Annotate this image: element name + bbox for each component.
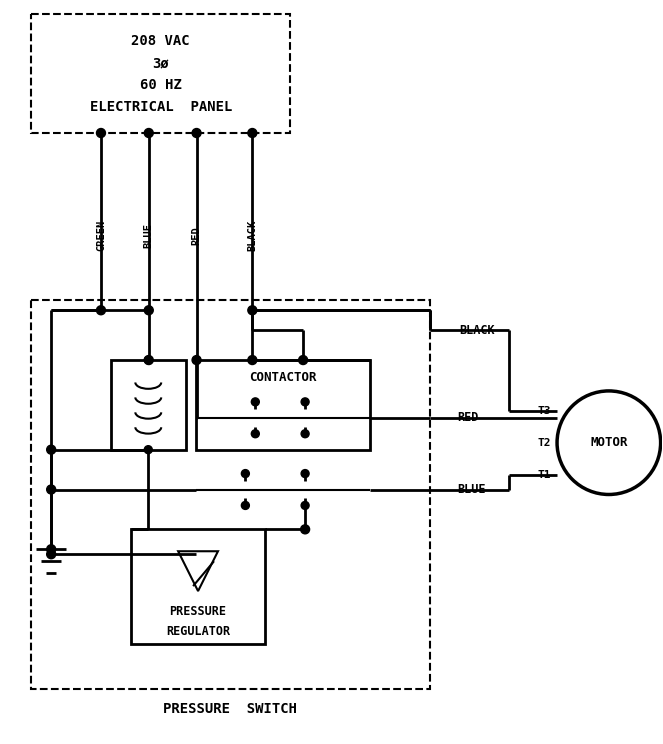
Bar bbox=[196, 360, 370, 449]
Text: MOTOR: MOTOR bbox=[590, 436, 628, 449]
Circle shape bbox=[251, 430, 259, 437]
Circle shape bbox=[97, 129, 105, 138]
Bar bbox=[111, 360, 186, 449]
Text: 60 HZ: 60 HZ bbox=[140, 78, 182, 92]
Circle shape bbox=[46, 550, 56, 559]
Circle shape bbox=[248, 129, 257, 138]
Circle shape bbox=[248, 356, 257, 365]
Circle shape bbox=[301, 469, 309, 478]
Text: ELECTRICAL  PANEL: ELECTRICAL PANEL bbox=[90, 100, 232, 114]
Circle shape bbox=[241, 469, 249, 478]
Text: BLACK: BLACK bbox=[459, 324, 495, 337]
Text: CONTACTOR: CONTACTOR bbox=[249, 371, 316, 385]
Circle shape bbox=[46, 545, 56, 554]
Circle shape bbox=[251, 398, 259, 406]
Text: PRESSURE: PRESSURE bbox=[170, 606, 227, 618]
Circle shape bbox=[241, 501, 249, 510]
Text: T2: T2 bbox=[538, 437, 551, 448]
Text: 208 VAC: 208 VAC bbox=[131, 34, 190, 48]
Circle shape bbox=[145, 356, 153, 365]
Circle shape bbox=[145, 446, 152, 454]
Text: BLUE: BLUE bbox=[144, 223, 154, 248]
Circle shape bbox=[97, 306, 105, 315]
Circle shape bbox=[301, 430, 309, 437]
Circle shape bbox=[145, 356, 152, 364]
Text: GREEN: GREEN bbox=[96, 220, 106, 251]
Circle shape bbox=[46, 445, 56, 454]
Text: RED: RED bbox=[457, 411, 479, 424]
Circle shape bbox=[300, 525, 310, 533]
Text: PRESSURE  SWITCH: PRESSURE SWITCH bbox=[163, 702, 298, 716]
Circle shape bbox=[192, 129, 201, 138]
Text: REGULATOR: REGULATOR bbox=[166, 626, 230, 638]
Text: RED: RED bbox=[192, 226, 202, 245]
Circle shape bbox=[298, 356, 308, 365]
Bar bbox=[31, 13, 290, 133]
Bar bbox=[131, 529, 265, 644]
Circle shape bbox=[301, 501, 309, 510]
Text: T3: T3 bbox=[538, 405, 551, 416]
Text: T1: T1 bbox=[538, 469, 551, 480]
Bar bbox=[31, 301, 430, 689]
Circle shape bbox=[248, 306, 257, 315]
Circle shape bbox=[145, 306, 153, 315]
Circle shape bbox=[301, 398, 309, 406]
Text: BLUE: BLUE bbox=[457, 483, 486, 496]
Circle shape bbox=[192, 356, 201, 365]
Circle shape bbox=[145, 129, 153, 138]
Text: 3ø: 3ø bbox=[152, 57, 169, 70]
Circle shape bbox=[46, 485, 56, 494]
Text: BLACK: BLACK bbox=[247, 220, 257, 251]
